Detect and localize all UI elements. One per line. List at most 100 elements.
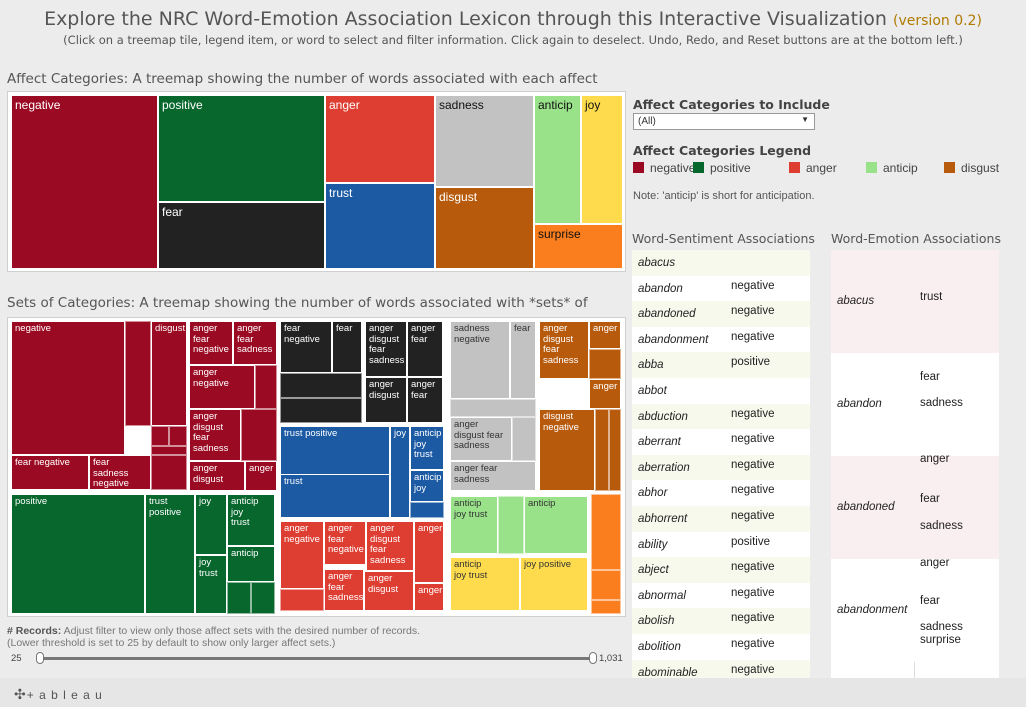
sentiment-row[interactable]: abolish negative [632,608,810,634]
set-tile-anger-fear-sadness-gray[interactable]: anger fear sadness [450,461,536,491]
legend-item-negative[interactable]: negative [633,161,695,175]
set-tile-anger-or2[interactable]: anger [589,379,621,409]
affect-tile-surprise[interactable]: surprise [534,224,623,269]
records-slider-min-handle[interactable] [36,652,44,664]
sentiment-row[interactable]: abba positive [632,352,810,378]
sentiment-row[interactable]: aberrant negative [632,429,810,455]
set-tile[interactable] [169,426,187,446]
set-tile-sadness-negative[interactable]: sadness negative [450,321,510,399]
set-tile-anger-red[interactable]: anger [414,521,444,583]
sentiment-row[interactable]: aberration negative [632,454,810,481]
set-tile-anger-fear-negative-red[interactable]: anger fear negative [324,521,366,565]
sentiment-row[interactable]: abandon negative [632,275,810,302]
set-tile[interactable] [595,409,609,491]
emotion-word[interactable]: abacus [837,294,875,307]
set-tile-anticip-green[interactable]: anticip [524,496,588,554]
set-tile-anger-fear-blk2[interactable]: anger fear [407,377,443,423]
sentiment-word[interactable]: abandon [638,282,683,295]
set-tile[interactable] [410,502,444,518]
emotion-word[interactable]: abandon [837,397,882,410]
set-tile-fear-negative[interactable]: fear negative [11,455,89,490]
affect-tile-negative[interactable]: negative [11,95,158,269]
sentiment-row[interactable]: abolition negative [632,634,810,660]
emotion-word[interactable]: abandoned [837,500,895,513]
affect-tile-disgust[interactable]: disgust [435,187,534,269]
set-tile-anticip-joy-trust-yellow[interactable]: anticip joy trust [450,557,520,611]
affect-filter-dropdown[interactable]: (All) ▼ [633,113,815,130]
set-tile-disgust[interactable]: disgust [151,321,187,426]
set-tile[interactable] [251,582,275,614]
set-tile-anger-red2[interactable]: anger [414,583,444,611]
sentiment-word[interactable]: abba [638,359,664,372]
set-tile-anger-negative[interactable]: anger negative [189,365,255,409]
affect-tile-sadness[interactable]: sadness [435,95,534,187]
sentiment-row[interactable]: ability positive [632,531,810,558]
set-tile[interactable] [591,600,621,614]
set-tile-anger-disgust-fear-sadness-or[interactable]: anger disgust fear sadness [539,321,589,379]
sentiment-word[interactable]: abolition [638,641,681,653]
set-tile-anticip-joy-trust[interactable]: anticip joy trust [227,494,275,546]
set-tile[interactable] [450,399,536,417]
set-tile-disgust-negative[interactable]: disgust negative [539,409,595,491]
affect-tile-joy[interactable]: joy [581,95,623,224]
sentiment-word[interactable]: abject [638,564,669,577]
set-tile-anger-disgust-fear-sadness-blk[interactable]: anger disgust fear sadness [365,321,407,377]
sentiment-word[interactable]: abnormal [638,589,686,602]
set-tile-anger-disgust-red[interactable]: anger disgust [364,571,414,611]
records-slider-track[interactable] [42,657,593,660]
legend-item-disgust[interactable]: disgust [944,161,999,175]
sentiment-row[interactable]: abandoned negative [632,301,810,327]
set-tile-joy-blue[interactable]: joy [390,426,410,518]
set-tile-joy[interactable]: joy [195,494,227,555]
sentiment-row[interactable]: abhorrent negative [632,506,810,532]
set-tile-joy-trust[interactable]: joy trust [195,555,227,614]
set-tile-anger-fear-negative[interactable]: anger fear negative [189,321,233,365]
sentiment-word[interactable]: abominable [638,666,698,678]
set-tile-anger-fear-blk[interactable]: anger fear [407,321,443,377]
set-tile[interactable] [498,496,524,554]
sentiment-row[interactable]: abduction negative [632,403,810,430]
set-tile-joy-positive-yellow[interactable]: joy positive [520,557,588,611]
set-tile-trust-positive[interactable]: trust positive [145,494,195,614]
sentiment-row[interactable]: abnormal negative [632,582,810,609]
set-tile-anger-or[interactable]: anger [589,321,621,349]
affect-tile-anger[interactable]: anger [325,95,435,183]
tableau-logo[interactable]: ✣+ a b l e a u [14,686,103,703]
emotion-row[interactable]: abacus trust [831,250,999,353]
emotion-row[interactable]: abandonment anger fear sadness surprise [831,557,999,662]
set-tile-anger-fear-sadness-red[interactable]: anger fear sadness [324,569,364,611]
set-tile-fear[interactable]: fear [332,321,362,373]
set-tile-anger-disgust-fear-sadness-red[interactable]: anger disgust fear sadness [366,521,414,571]
set-tile-anger[interactable]: anger [245,461,277,491]
set-tile-anger-negative-red[interactable]: anger negative [280,521,324,589]
set-tile[interactable] [280,373,362,398]
affect-tile-trust[interactable]: trust [325,183,435,269]
sentiment-word[interactable]: abhor [638,487,668,500]
affect-tile-fear[interactable]: fear [158,202,325,269]
set-tile[interactable] [125,321,151,426]
set-tile[interactable] [609,409,621,491]
set-tile-anger-disgust-blk[interactable]: anger disgust [365,377,407,423]
set-tile-anger-fear-sadness[interactable]: anger fear sadness [233,321,277,365]
sentiment-word[interactable]: aberrant [638,436,681,449]
affect-tile-anticip[interactable]: anticip [534,95,581,224]
sentiment-row[interactable]: abject negative [632,557,810,583]
emotion-row[interactable]: abandon fear sadness [831,353,999,456]
emotion-row[interactable]: abandoned anger fear sadness [831,453,999,559]
emotion-word[interactable]: abandonment [837,603,908,616]
set-tile[interactable] [151,426,169,446]
set-tile-anticip-joy-blue[interactable]: anticip joy [410,470,444,502]
set-tile[interactable] [591,494,621,570]
set-tile-fear-gray[interactable]: fear [510,321,536,399]
set-tile[interactable] [280,398,362,423]
sentiment-row[interactable]: abandonment negative [632,326,810,353]
legend-item-anticip[interactable]: anticip [866,161,918,175]
set-tile[interactable] [227,582,251,614]
set-tile-positive[interactable]: positive [11,494,145,614]
sentiment-word[interactable]: ability [638,538,668,551]
set-tile[interactable] [241,409,277,461]
set-tile[interactable] [151,455,187,490]
set-tile[interactable] [591,570,621,600]
set-tile-anger-disgust-fear-sadness[interactable]: anger disgust fear sadness [189,409,241,461]
sentiment-word[interactable]: abandonment [638,333,709,346]
